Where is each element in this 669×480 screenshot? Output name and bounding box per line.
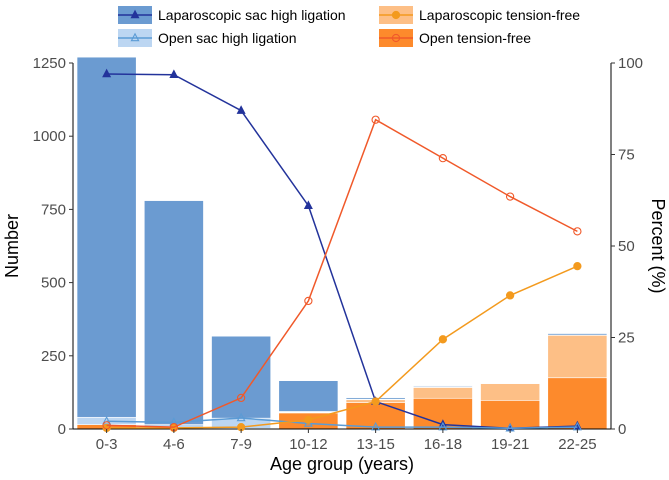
y2-tick-label: 0: [618, 421, 626, 438]
legend-label: Open tension-free: [419, 30, 531, 46]
x-tick-label: 19-21: [491, 436, 529, 453]
legend: Laparoscopic sac high ligation Open sac h…: [118, 6, 580, 47]
bar-laparoscopic-sac-high-ligation-4-6: [143, 200, 204, 425]
y2-tick-label: 25: [618, 330, 635, 347]
point-laparoscopic-tension-free-13-15: [371, 397, 380, 406]
x-axis-title: Age group (years): [270, 454, 414, 474]
legend-item-open-sac-high-ligation: Open sac high ligation: [118, 29, 297, 47]
x-tick-label: 10-12: [289, 436, 327, 453]
y-tick-label: 250: [41, 348, 66, 365]
legend-item-laparoscopic-sac-high-ligation: Laparoscopic sac high ligation: [118, 6, 346, 24]
y-tick-label: 500: [41, 275, 66, 292]
x-tick-label: 4-6: [163, 436, 185, 453]
legend-item-open-tension-free: Open tension-free: [379, 29, 531, 47]
point-open-sac-high-ligation-7-9: [236, 412, 246, 422]
line-laparoscopic-tension-free: [106, 265, 578, 429]
bar-laparoscopic-tension-free-22-25: [547, 334, 608, 379]
bar-laparoscopic-sac-high-ligation-10-12: [278, 380, 339, 412]
x-tick-label: 13-15: [356, 436, 394, 453]
point-laparoscopic-sac-high-ligation-7-9: [236, 105, 246, 114]
bars: [76, 56, 608, 430]
x-tick-label: 22-25: [558, 436, 596, 453]
legend-marker: [130, 32, 140, 42]
legend-item-laparoscopic-tension-free: Laparoscopic tension-free: [379, 6, 580, 24]
x-tick-label: 0-3: [96, 436, 118, 453]
point-laparoscopic-sac-high-ligation-0-3: [102, 68, 112, 78]
point-open-tension-free-0-3: [102, 421, 111, 430]
line-open-tension-free: [106, 118, 578, 428]
y-tick-label: 750: [41, 201, 66, 218]
point-open-tension-free-7-9: [236, 393, 246, 403]
y-tick-label: 0: [58, 421, 66, 438]
bar-open-tension-free-22-25: [547, 377, 608, 430]
y2-axis-title: Percent (%): [648, 198, 668, 293]
legend-marker: [391, 33, 401, 43]
y2-tick-label: 50: [618, 238, 635, 255]
x-tick-label: 16-18: [424, 436, 462, 453]
point-laparoscopic-sac-high-ligation-4-6: [169, 69, 179, 78]
y2-tick-label: 75: [618, 147, 635, 164]
point-open-tension-free-22-25: [573, 227, 582, 236]
legend-label: Laparoscopic tension-free: [419, 7, 580, 23]
point-laparoscopic-sac-high-ligation-10-12: [303, 200, 313, 209]
legend-label: Laparoscopic sac high ligation: [158, 7, 346, 23]
legend-marker: [130, 9, 140, 19]
bar-laparoscopic-sac-high-ligation-22-25: [547, 333, 608, 336]
point-open-tension-free-10-12: [304, 296, 313, 306]
bar-laparoscopic-sac-high-ligation-7-9: [211, 335, 272, 419]
point-laparoscopic-tension-free-22-25: [573, 261, 582, 271]
ticks: 0 250 500 750 1000 1250 0 25 50 75 100 0-3 4-6 7-9 10-…: [33, 55, 643, 453]
bar-laparoscopic-tension-free-16-18: [412, 387, 473, 399]
legend-label: Open sac high ligation: [158, 30, 297, 46]
point-open-tension-free-19-21: [505, 192, 515, 201]
point-laparoscopic-tension-free-19-21: [505, 291, 515, 300]
x-tick-label: 7-9: [230, 436, 252, 453]
point-open-tension-free-16-18: [438, 154, 448, 163]
bar-laparoscopic-sac-high-ligation-16-18: [412, 385, 473, 388]
bar-laparoscopic-sac-high-ligation-0-3: [76, 56, 137, 418]
point-open-tension-free-13-15: [371, 115, 380, 124]
legend-marker: [391, 10, 401, 20]
point-laparoscopic-tension-free-10-12: [304, 415, 313, 424]
bar-laparoscopic-tension-free-19-21: [480, 383, 541, 401]
y-axis-title: Number: [2, 214, 22, 278]
y-tick-label: 1250: [33, 55, 66, 72]
y2-tick-label: 100: [618, 55, 643, 72]
y-tick-label: 1000: [33, 128, 66, 145]
point-laparoscopic-tension-free-16-18: [438, 335, 448, 344]
